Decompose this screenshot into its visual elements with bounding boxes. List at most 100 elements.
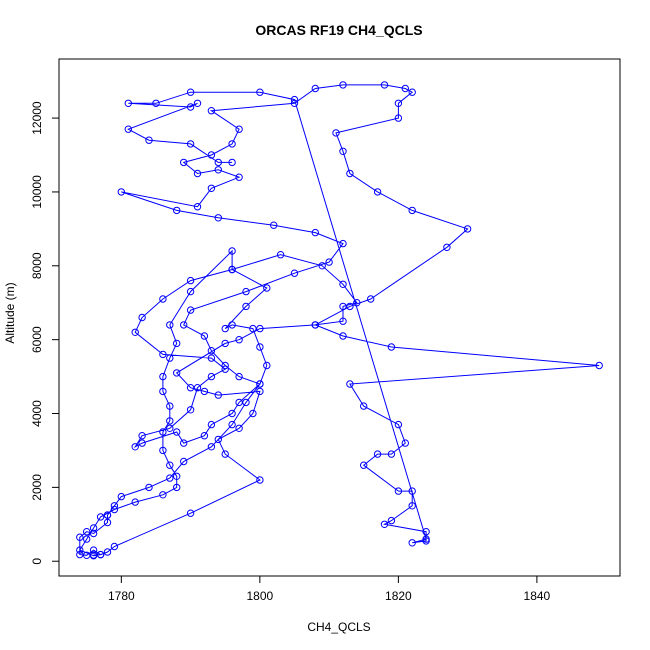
data-point: [235, 424, 243, 432]
data-point: [89, 529, 98, 538]
x-tick-label: 1840: [524, 589, 551, 603]
data-point: [380, 81, 389, 89]
data-point: [387, 450, 396, 458]
data-point: [256, 324, 264, 333]
data-point: [339, 147, 347, 156]
data-point: [318, 262, 326, 270]
data-point: [339, 317, 347, 325]
data-point: [249, 409, 257, 418]
data-point: [103, 548, 112, 556]
data-point: [186, 88, 195, 96]
data-point: [394, 99, 403, 108]
data-point: [207, 354, 216, 362]
data-point: [256, 380, 264, 388]
data-point: [145, 483, 153, 492]
data-point: [180, 439, 188, 447]
data-point: [408, 502, 416, 510]
data-point: [221, 450, 229, 458]
data-point: [110, 542, 119, 551]
data-point: [221, 361, 229, 370]
data-point: [180, 457, 188, 466]
data-point: [290, 269, 299, 277]
data-point: [186, 306, 195, 314]
data-point: [263, 361, 271, 370]
data-point: [131, 498, 139, 506]
data-point: [228, 420, 236, 429]
data-point: [401, 84, 409, 93]
data-point: [159, 295, 167, 303]
data-point: [89, 552, 98, 560]
data-point: [173, 339, 181, 348]
data-point: [166, 354, 174, 362]
data-point: [339, 280, 347, 288]
data-point: [200, 387, 209, 396]
data-point: [394, 420, 403, 429]
data-point: [463, 225, 472, 233]
data-point: [221, 324, 229, 333]
y-tick-label: 4000: [30, 400, 44, 427]
data-point: [173, 369, 181, 377]
data-point: [256, 88, 264, 96]
data-point: [346, 380, 354, 388]
data-point: [124, 125, 133, 133]
data-point: [152, 99, 160, 108]
data-point: [228, 158, 236, 167]
data-point: [228, 247, 236, 255]
data-point: [83, 535, 91, 543]
data-point: [387, 516, 396, 525]
y-axis-label: Altitude (m): [3, 282, 17, 343]
data-point: [131, 443, 139, 451]
data-point: [394, 114, 403, 122]
data-point: [166, 461, 174, 469]
data-point: [270, 221, 278, 229]
data-point: [214, 166, 223, 174]
data-point: [401, 439, 409, 447]
data-point: [339, 302, 347, 311]
data-point: [235, 125, 243, 133]
data-point: [166, 321, 174, 329]
data-point: [276, 251, 285, 259]
data-point: [339, 81, 347, 89]
data-point: [221, 339, 229, 348]
data-point: [138, 313, 146, 322]
data-point: [207, 107, 216, 115]
y-tick-label: 6000: [30, 326, 44, 353]
data-point: [360, 461, 368, 469]
data-point: [387, 343, 396, 351]
data-point: [228, 321, 236, 329]
data-point: [173, 206, 181, 215]
data-point: [89, 524, 98, 532]
data-point: [166, 424, 174, 432]
data-point: [228, 140, 236, 148]
data-point: [110, 502, 119, 510]
data-point: [373, 188, 382, 196]
data-point: [367, 295, 375, 303]
data-point: [186, 276, 195, 285]
data-point: [290, 95, 299, 104]
data-point: [173, 472, 181, 480]
data-point: [159, 446, 167, 455]
data-point: [207, 372, 216, 381]
data-point: [408, 539, 416, 547]
data-point: [186, 406, 195, 414]
data-point: [186, 103, 195, 111]
plot-frame: [58, 58, 621, 577]
data-point: [214, 214, 223, 222]
data-point: [325, 258, 333, 266]
data-point: [83, 551, 91, 559]
data-point: [186, 287, 195, 296]
chart-title: ORCAS RF19 CH4_QCLS: [255, 22, 422, 38]
data-point: [173, 428, 181, 436]
data-point: [443, 243, 451, 252]
data-point: [228, 265, 236, 274]
data-point: [256, 387, 264, 396]
data-point: [110, 505, 119, 514]
data-point: [159, 372, 167, 381]
data-point: [186, 140, 195, 148]
data-point: [83, 528, 91, 536]
data-point: [193, 169, 202, 178]
data-point: [180, 158, 188, 167]
data-point: [422, 535, 430, 543]
data-point: [408, 88, 416, 96]
data-point: [159, 491, 167, 499]
